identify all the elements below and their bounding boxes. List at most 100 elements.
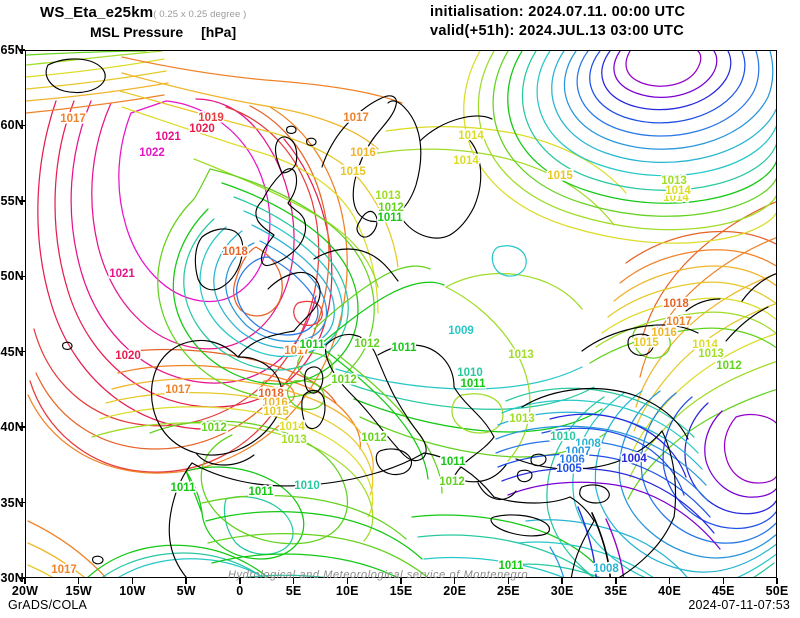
contour-ee-1015b [607, 281, 776, 318]
contour-1012-ib [149, 420, 349, 545]
contour-ee-1017b [619, 249, 776, 284]
contour-label-halo: 1016 [651, 327, 677, 339]
contour-label-halo: 1013 [661, 175, 687, 187]
x-tick-label: 35E [604, 584, 628, 598]
contour-trough-line [591, 512, 611, 577]
contour-label: 1016 [262, 397, 288, 409]
contour-tr-1006 [495, 439, 709, 502]
contour-ne-1005 [589, 51, 746, 124]
contour-label: 1017 [51, 564, 77, 576]
contour-ce-sm1 [296, 351, 333, 381]
header-left-block: WS_Eta_e25km( 0.25 x 0.25 degree ) MSL P… [40, 4, 420, 40]
contour-label-halo: 1015 [263, 406, 289, 418]
coast-britain [255, 168, 307, 267]
contour-cell-b [491, 245, 527, 277]
contour-label-halo: 1011 [171, 482, 197, 494]
contour-label-halo: 1010 [294, 480, 320, 492]
contour-label: 1011 [378, 212, 404, 224]
contour-label: 1015 [547, 170, 573, 182]
contour-dk-fan-1011 [353, 398, 603, 433]
contour-tr-low2 [541, 427, 685, 496]
contour-label: 1012 [716, 360, 742, 372]
x-tick-label: 15W [65, 584, 92, 598]
contour-label: 1020 [115, 350, 141, 362]
contour-label-halo: 1015 [547, 170, 573, 182]
y-tick [19, 124, 25, 127]
contour-label-halo: 1018 [222, 246, 248, 258]
y-tick-label: 55N [0, 193, 24, 208]
y-tick-label: 60N [0, 118, 24, 133]
variable-units: [hPa] [201, 24, 237, 40]
y-tick-label: 30N [0, 571, 24, 585]
contour-label: 1014 [279, 421, 305, 433]
contour-label-halo: 1021 [155, 131, 181, 143]
contour-label-halo: 1014 [279, 421, 305, 433]
contour-1011-ib [185, 466, 305, 560]
chart-header: WS_Eta_e25km( 0.25 x 0.25 degree ) MSL P… [0, 0, 800, 48]
contour-label: 1013 [375, 190, 401, 202]
y-tick [19, 275, 25, 277]
contour-label: 1017 [666, 316, 692, 328]
contour-1017 [27, 106, 348, 474]
y-tick [19, 351, 25, 353]
contour-ee-1018 [639, 201, 776, 348]
contour-label: 1015 [633, 337, 659, 349]
contour-ee-1018b [625, 230, 776, 264]
contour-1021-b [70, 100, 317, 384]
contour-label: 1014 [453, 155, 479, 167]
contour-label-halo: 1011 [249, 486, 275, 498]
contour-label: 1016 [350, 147, 376, 159]
x-tick [239, 578, 241, 584]
contour-label: 1011 [499, 560, 525, 572]
contour-label-halo: 1010 [550, 431, 576, 443]
contour-label: 1018 [258, 388, 284, 400]
contour-ee-1015 [633, 303, 776, 432]
contour-sc-1017 [121, 56, 403, 104]
contour-label: 1013 [661, 175, 687, 187]
y-tick-label: 40N [0, 420, 24, 435]
contour-label-halo: 1018 [663, 298, 689, 310]
contour-n-1013 [26, 51, 163, 66]
contour-label-halo: 1017 [343, 112, 369, 124]
contour-label-halo: 1017 [165, 384, 191, 396]
contour-label: 1017 [284, 345, 310, 357]
x-tick-label: 45E [711, 584, 735, 598]
x-tick [346, 578, 348, 584]
coast-iceland [45, 58, 106, 94]
contour-label-halo: 1018 [258, 388, 284, 400]
coast-norway [321, 95, 399, 223]
coast-aegean-2 [530, 453, 547, 467]
coast-libya [493, 496, 571, 504]
contour-dk-1010 [183, 196, 349, 371]
contour-label: 1014 [458, 130, 484, 142]
coast-greece-w [453, 436, 495, 478]
contour-label: 1008 [593, 563, 619, 575]
contour-dk-fan-1009 [335, 366, 583, 390]
contour-label-halo: 1012 [201, 422, 227, 434]
contour-label: 1015 [263, 406, 289, 418]
coast-turkey-s [515, 430, 663, 470]
coast-aegean-1 [516, 469, 533, 483]
contour-ce-1011b [325, 350, 429, 480]
contour-em-1010 [546, 396, 775, 577]
x-tick-label: 0 [236, 584, 244, 598]
contour-tr-1009 [501, 399, 699, 454]
coast-nafrica2 [423, 452, 495, 498]
x-tick [561, 578, 563, 584]
coast-france-w [267, 271, 321, 332]
contour-label: 1008 [575, 438, 601, 450]
header-right-block: initialisation: 2024.07.11. 00:00 UTC va… [430, 4, 790, 39]
coast-peloponnese [477, 482, 517, 501]
contour-ce-sm3 [451, 393, 504, 434]
contour-label: 1013 [698, 348, 724, 360]
y-tick [19, 49, 25, 51]
contour-label: 1014 [665, 185, 691, 197]
contour-1020-b [37, 100, 217, 430]
map-plot-area[interactable]: 1017 1017 1019 1019 1020 1020 1021 1021 1022 1022… [25, 50, 777, 578]
contour-dk-1012 [157, 168, 375, 399]
contour-1018-b [233, 246, 283, 317]
contour-label-halo: 1017 [51, 564, 77, 576]
contour-ee-1016b [613, 265, 776, 302]
